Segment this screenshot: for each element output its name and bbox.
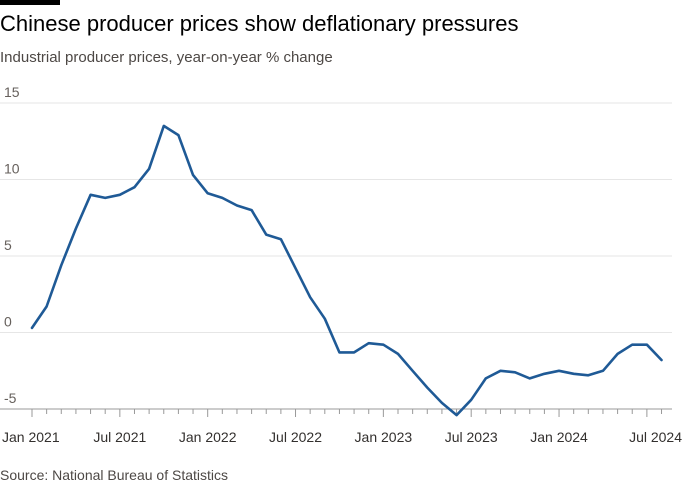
- x-tick-label: Jan 2024: [530, 429, 588, 445]
- x-tick-label: Jul 2021: [93, 429, 146, 445]
- x-tick-label: Jan 2022: [179, 429, 237, 445]
- x-tick-label: Jan 2023: [355, 429, 413, 445]
- chart-subtitle: Industrial producer prices, year-on-year…: [0, 49, 333, 66]
- brand-bar: [0, 0, 60, 5]
- x-axis: Jan 2021 Jul 2021 Jan 2022 Jul 2022 Jan 2023…: [0, 408, 682, 445]
- series-layer: [30, 124, 663, 417]
- chart-title: Chinese producer prices show deflationar…: [0, 11, 519, 36]
- series-line: [30, 124, 663, 417]
- x-tick-label: Jul 2023: [445, 429, 498, 445]
- x-tick-label: Jul 2024: [629, 429, 682, 445]
- y-tick-label: 10: [4, 161, 20, 177]
- source-note: Source: National Bureau of Statistics: [0, 467, 229, 483]
- gridlines: [0, 102, 672, 333]
- y-tick-label: 0: [4, 314, 12, 330]
- y-axis-labels: 15 10 5 0 -5: [4, 84, 20, 406]
- x-tick-label: Jul 2022: [269, 429, 322, 445]
- y-tick-label: 5: [4, 237, 12, 253]
- y-tick-label: 15: [4, 84, 20, 100]
- y-tick-label: -5: [4, 390, 17, 406]
- x-tick-label: Jan 2021: [2, 429, 60, 445]
